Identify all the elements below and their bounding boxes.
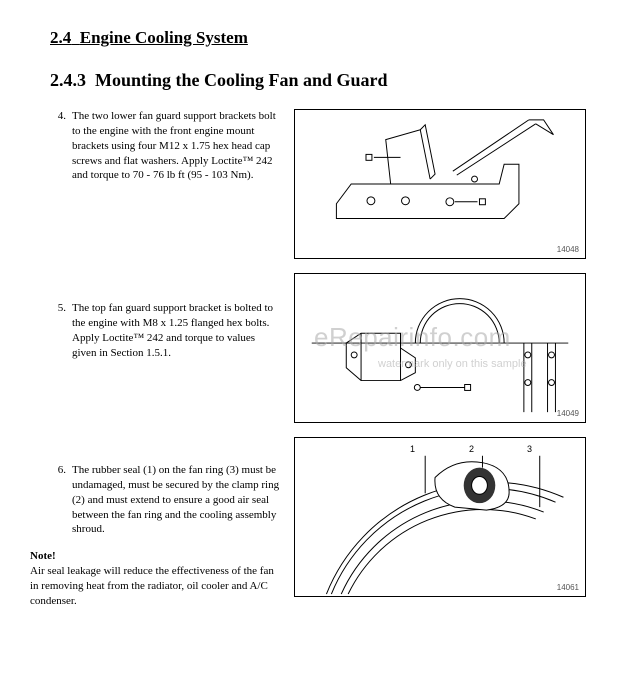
figure-bracket-top: 14049 <box>294 273 586 423</box>
step-text-column: 6. The rubber seal (1) on the fan ring (… <box>50 437 280 609</box>
figure-id: 14061 <box>557 583 579 592</box>
step-number: 5. <box>50 301 66 360</box>
subsection-title: Mounting the Cooling Fan and Guard <box>95 70 388 90</box>
step: 5. The top fan guard support bracket is … <box>50 301 280 360</box>
section-title: Engine Cooling System <box>80 28 248 47</box>
top-bracket-illustration-icon <box>295 274 585 422</box>
step-body: The two lower fan guard support brackets… <box>72 109 280 183</box>
note-block: Note! Air seal leakage will reduce the e… <box>30 549 280 608</box>
figure-id: 14048 <box>557 245 579 254</box>
step-row: 6. The rubber seal (1) on the fan ring (… <box>50 437 586 609</box>
step-body: The rubber seal (1) on the fan ring (3) … <box>72 463 280 537</box>
figure-id: 14049 <box>557 409 579 418</box>
subsection-number: 2.4.3 <box>50 70 86 90</box>
section-heading: 2.4 Engine Cooling System <box>50 28 586 48</box>
fan-ring-illustration-icon <box>295 438 585 596</box>
note-label: Note! <box>30 549 280 564</box>
manual-page: 2.4 Engine Cooling System 2.4.3 Mounting… <box>0 0 626 633</box>
callout-2: 2 <box>469 444 474 454</box>
step: 4. The two lower fan guard support brack… <box>50 109 280 183</box>
figure-fan-ring-seal: 1 2 3 14061 <box>294 437 586 597</box>
step-number: 6. <box>50 463 66 537</box>
step-row: 4. The two lower fan guard support brack… <box>50 109 586 259</box>
step-row: 5. The top fan guard support bracket is … <box>50 273 586 423</box>
step-text-column: 4. The two lower fan guard support brack… <box>50 109 280 183</box>
bracket-illustration-icon <box>295 110 585 258</box>
callout-3: 3 <box>527 444 532 454</box>
callout-1: 1 <box>410 444 415 454</box>
step-body: The top fan guard support bracket is bol… <box>72 301 280 360</box>
step-text-column: 5. The top fan guard support bracket is … <box>50 273 280 360</box>
section-number: 2.4 <box>50 28 71 47</box>
step: 6. The rubber seal (1) on the fan ring (… <box>50 463 280 537</box>
step-number: 4. <box>50 109 66 183</box>
note-text: Air seal leakage will reduce the effecti… <box>30 564 280 609</box>
subsection-heading: 2.4.3 Mounting the Cooling Fan and Guard <box>50 70 586 91</box>
figure-bracket-lower: 14048 <box>294 109 586 259</box>
